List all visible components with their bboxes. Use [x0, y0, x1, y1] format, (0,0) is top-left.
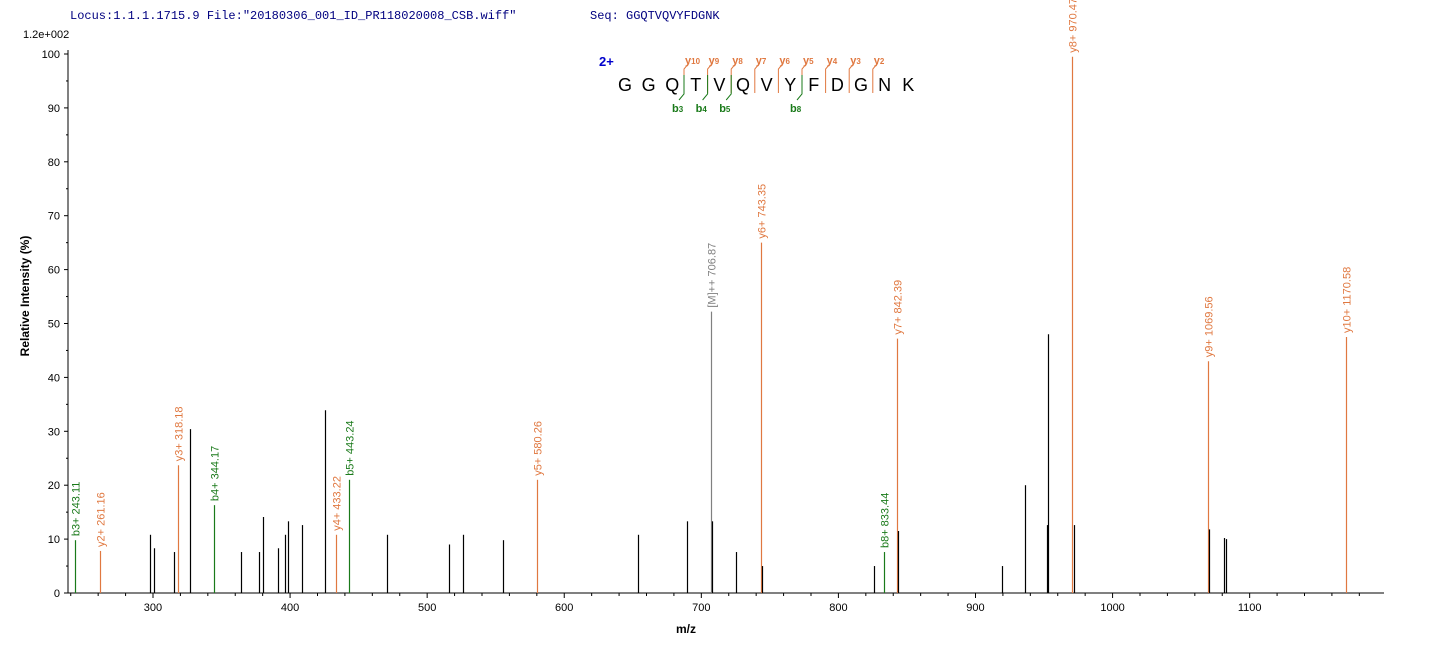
x-tick-label: 800 [829, 602, 847, 614]
y-ion-bracket [825, 62, 831, 93]
y-ion-marker: y2 [874, 55, 885, 67]
sequence-residue: D [831, 75, 844, 95]
y-tick-label: 100 [42, 49, 60, 61]
y-tick-label: 40 [48, 372, 60, 384]
x-tick-label: 900 [966, 602, 984, 614]
y-tick-label: 10 [48, 534, 60, 546]
sequence-residue: Y [784, 75, 796, 95]
y-ion-peak-label: y6+ 743.35 [757, 184, 769, 239]
y-ion-bracket [754, 62, 761, 93]
b-ion-bracket [702, 75, 709, 101]
b-ion-peak-label: b3+ 243.11 [71, 482, 83, 537]
x-tick-label: 1100 [1238, 602, 1262, 614]
y-ion-bracket [872, 62, 879, 93]
sequence-residue: N [878, 75, 891, 95]
b-ion-marker: b5 [719, 103, 731, 115]
y-ion-marker: y8 [732, 55, 743, 67]
axes-group: 0 10 20 30 40 50 60 70 80 90 100 300 400 500 600 700 800… [42, 49, 1384, 614]
x-tick-label: 1000 [1100, 602, 1124, 614]
charge-state: 2+ [599, 54, 614, 69]
x-tick-label: 600 [555, 602, 573, 614]
b-ion-marker: b4 [696, 103, 708, 115]
y-ion-peak-label: y10+ 1170.58 [1342, 267, 1354, 333]
sequence-residue: K [902, 75, 914, 95]
y-ion-bracket [683, 62, 690, 93]
b-ion-peak-label: b5+ 443.24 [345, 420, 357, 475]
y-ion-peak-label: y9+ 1069.56 [1204, 296, 1216, 357]
header-sequence: Seq: GGQTVQVYFDGNK [590, 9, 720, 23]
b-ion-marker: b8 [790, 103, 802, 115]
precursor-ion-peak-label: [M]++ 706.87 [707, 243, 719, 308]
y-ion-marker: y6 [779, 55, 790, 67]
y-ion-peak-label: y4+ 433.22 [332, 476, 344, 531]
b-ion-bracket [796, 75, 803, 101]
y-ion-marker: y4 [827, 55, 838, 67]
y-ion-bracket [848, 62, 855, 93]
peak-labels-group: b3+ 243.11 y2+ 261.16 y3+ 318.18 b4+ 344.17… [71, 0, 1354, 548]
y-ion-peak-label: y2+ 261.16 [96, 492, 108, 547]
sequence-residue: F [808, 75, 819, 95]
y-tick-label: 90 [48, 103, 60, 115]
x-tick-label: 700 [692, 602, 710, 614]
sequence-residue: Q [736, 75, 750, 95]
y-axis-title: Relative Intensity (%) [18, 236, 32, 357]
header-locus: Locus:1.1.1.1715.9 File:"20180306_001_ID… [70, 9, 516, 23]
y-ion-bracket [801, 62, 808, 93]
sequence-residue: G [854, 75, 868, 95]
sequence-residue: T [690, 75, 701, 95]
y-tick-label: 50 [48, 319, 60, 331]
x-axis-title: m/z [676, 622, 696, 636]
y-ion-peak-label: y5+ 580.26 [533, 421, 545, 476]
peaks-group [74, 56, 1348, 593]
sequence-residue: Q [665, 75, 679, 95]
sequence-residue: G [618, 75, 632, 95]
sequence-residue: G [642, 75, 656, 95]
y-ion-marker: y7 [756, 55, 767, 67]
x-tick-label: 500 [418, 602, 436, 614]
y-ion-marker: y3 [850, 55, 861, 67]
y-ion-peak-label: y7+ 842.39 [893, 280, 905, 335]
x-tick-label: 300 [144, 602, 162, 614]
y-ion-marker: y5 [803, 55, 814, 67]
b-ion-peak-label: b8+ 833.44 [880, 493, 892, 548]
b-ion-bracket [678, 75, 685, 101]
y-tick-label: 60 [48, 265, 60, 277]
sequence-residue: V [713, 75, 725, 95]
y-tick-label: 70 [48, 211, 60, 223]
y-ion-peak-label: y8+ 970.47 [1068, 0, 1080, 53]
x-tick-label: 400 [281, 602, 299, 614]
y-ion-marker: y9 [709, 55, 720, 67]
y-ion-marker: y10 [685, 55, 701, 67]
sequence-residue: V [761, 75, 773, 95]
b-ion-marker: b3 [672, 103, 684, 115]
y-tick-label: 20 [48, 480, 60, 492]
y-ion-peak-label: y3+ 318.18 [174, 407, 186, 462]
b-ion-bracket [725, 75, 732, 101]
y-ion-bracket [707, 62, 713, 93]
y-tick-label: 80 [48, 157, 60, 169]
y-scale-label: 1.2e+002 [23, 29, 69, 41]
y-tick-label: 30 [48, 426, 60, 438]
y-ion-bracket [777, 62, 784, 93]
y-tick-label: 0 [54, 588, 60, 600]
b-ion-peak-label: b4+ 344.17 [210, 446, 222, 501]
